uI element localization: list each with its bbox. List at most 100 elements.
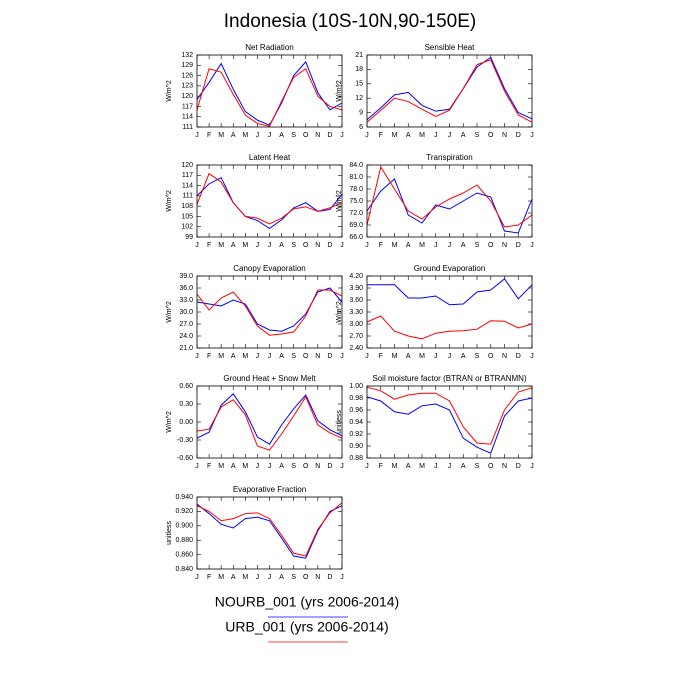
y-tick-label: 36.0 [179, 285, 193, 292]
x-tick-label: J [448, 132, 452, 139]
y-tick-label: 0.96 [349, 407, 363, 414]
x-tick-label: M [242, 463, 248, 470]
x-tick-label: N [502, 463, 507, 470]
panel-title: Soil moisture factor (BTRAN or BTRANMN) [372, 374, 527, 383]
panel-title: Evaporative Fraction [233, 485, 306, 494]
y-axis-label: W/m^2 [166, 80, 173, 102]
x-tick-label: A [279, 463, 284, 470]
y-tick-label: -0.60 [177, 455, 193, 462]
x-tick-label: J [530, 463, 534, 470]
x-tick-label: M [242, 242, 248, 249]
y-axis-label: W/m^2 [166, 411, 173, 433]
x-tick-label: N [315, 132, 320, 139]
x-tick-label: F [379, 463, 383, 470]
x-tick-label: A [279, 242, 284, 249]
x-tick-label: M [218, 242, 224, 249]
y-tick-label: 0.94 [349, 419, 363, 426]
y-tick-label: 111 [182, 193, 193, 200]
y-tick-label: 0.98 [349, 395, 363, 402]
x-tick-label: F [379, 132, 383, 139]
panel-title: Ground Evaporation [414, 264, 486, 273]
x-tick-label: O [303, 463, 309, 470]
x-tick-label: S [291, 132, 296, 139]
x-tick-label: O [488, 353, 494, 360]
y-tick-label: 18 [355, 66, 363, 73]
series-line [196, 287, 343, 332]
y-tick-label: 21 [355, 52, 363, 59]
x-tick-label: A [279, 132, 284, 139]
x-tick-label: J [365, 353, 369, 360]
plot-frame [196, 164, 343, 238]
y-tick-label: -0.30 [177, 437, 193, 444]
series-line [196, 502, 343, 557]
y-tick-label: 1.00 [349, 383, 363, 390]
x-tick-label: A [279, 353, 284, 360]
x-tick-label: J [434, 242, 438, 249]
plot-frame [366, 164, 533, 238]
y-tick-label: 24.0 [179, 333, 193, 340]
x-tick-label: J [448, 463, 452, 470]
x-tick-label: F [207, 242, 211, 249]
x-tick-label: D [516, 242, 521, 249]
x-tick-label: A [461, 242, 466, 249]
x-tick-label: J [340, 132, 344, 139]
x-tick-label: A [231, 132, 236, 139]
y-tick-label: 111 [182, 124, 193, 131]
x-tick-label: N [315, 242, 320, 249]
y-tick-label: 123 [181, 83, 193, 90]
x-tick-label: S [475, 353, 480, 360]
x-tick-label: A [461, 132, 466, 139]
series-line [366, 178, 533, 234]
x-tick-label: J [434, 132, 438, 139]
x-tick-label: M [392, 463, 398, 470]
y-axis-label: unitless [166, 521, 173, 545]
y-tick-label: 0.92 [349, 431, 363, 438]
x-tick-label: J [195, 463, 199, 470]
y-tick-label: 0.840 [175, 566, 193, 573]
y-tick-label: 114 [182, 182, 193, 189]
series-line [366, 165, 533, 228]
panel-title: Net Radiation [245, 43, 293, 52]
x-tick-label: N [502, 242, 507, 249]
x-tick-label: M [242, 574, 248, 581]
series-line [196, 395, 343, 451]
x-tick-label: M [218, 574, 224, 581]
x-tick-label: J [256, 132, 260, 139]
x-tick-label: O [303, 132, 309, 139]
panel-title: Sensible Heat [425, 43, 476, 52]
x-tick-label: S [475, 132, 480, 139]
plot-frame [366, 54, 533, 128]
x-tick-label: O [303, 574, 309, 581]
x-tick-label: J [530, 132, 534, 139]
y-axis-label: W/m^2 [166, 301, 173, 323]
x-tick-label: A [231, 574, 236, 581]
x-tick-label: M [419, 132, 425, 139]
x-tick-label: D [327, 463, 332, 470]
x-tick-label: J [195, 242, 199, 249]
y-tick-label: 0.00 [179, 419, 193, 426]
y-tick-label: 114 [182, 114, 193, 121]
x-tick-label: M [419, 242, 425, 249]
panel-title: Transpiration [426, 153, 472, 162]
x-tick-label: J [340, 242, 344, 249]
x-tick-label: O [303, 353, 309, 360]
x-tick-label: M [242, 353, 248, 360]
y-tick-label: 120 [181, 93, 193, 100]
y-tick-label: 3.60 [349, 297, 363, 304]
plot-frame [366, 275, 533, 349]
y-tick-label: 66.0 [349, 234, 363, 241]
legend-label: URB_001 (yrs 2006-2014) [225, 619, 388, 635]
y-tick-label: 39.0 [179, 273, 193, 280]
panel-title: Canopy Evaporation [233, 264, 306, 273]
x-tick-label: J [448, 242, 452, 249]
x-tick-label: F [379, 353, 383, 360]
x-tick-label: A [406, 353, 411, 360]
x-tick-label: M [218, 353, 224, 360]
y-axis-label: unitless [336, 410, 343, 434]
x-tick-label: J [268, 574, 272, 581]
x-tick-label: F [207, 463, 211, 470]
x-tick-label: D [327, 574, 332, 581]
x-tick-label: N [315, 463, 320, 470]
y-tick-label: 84.0 [349, 162, 363, 169]
series-line [366, 396, 533, 454]
